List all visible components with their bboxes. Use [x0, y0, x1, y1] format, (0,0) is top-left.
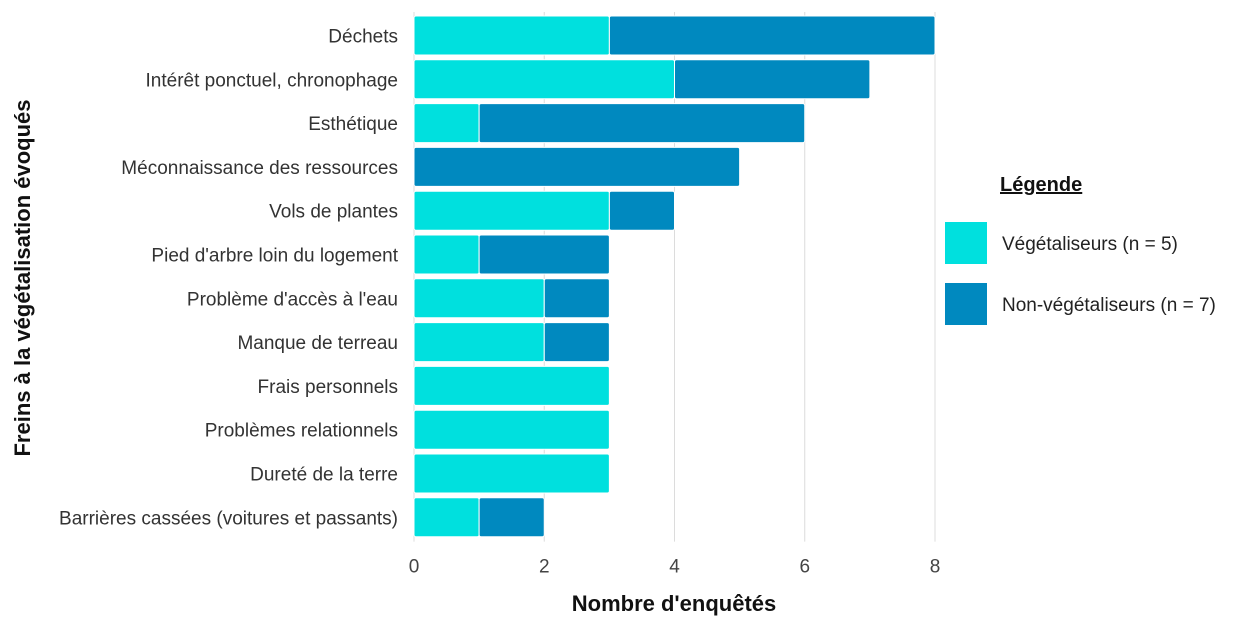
bar-segment: [478, 234, 610, 275]
category-label: Intérêt ponctuel, chronophage: [146, 70, 398, 91]
bar-segment: [608, 15, 936, 56]
category-label: Barrières cassées (voitures et passants): [59, 508, 398, 529]
bar-segment: [413, 146, 741, 187]
legend-label: Végétaliseurs (n = 5): [1002, 234, 1178, 255]
bar-segment: [413, 59, 675, 100]
bars: [413, 15, 936, 538]
category-label: Dureté de la terre: [250, 465, 398, 486]
legend-swatch: [945, 222, 987, 264]
bar-segment: [413, 322, 545, 363]
bar-segment: [413, 103, 480, 144]
category-label: Frais personnels: [258, 377, 398, 398]
x-axis-title: Nombre d'enquêtés: [572, 591, 777, 616]
bar-segment: [413, 15, 610, 56]
category-label: Esthétique: [308, 114, 398, 135]
bar-segment: [413, 234, 480, 275]
category-label: Problèmes relationnels: [205, 421, 398, 442]
category-label: Problème d'accès à l'eau: [187, 289, 398, 310]
legend-label: Non-végétaliseurs (n = 7): [1002, 295, 1216, 316]
category-label: Méconnaissance des ressources: [121, 158, 398, 179]
bar-segment: [478, 497, 545, 538]
category-label: Vols de plantes: [269, 202, 398, 223]
bar-segment: [674, 59, 871, 100]
category-label: Déchets: [328, 27, 398, 48]
category-label: Pied d'arbre loin du logement: [151, 246, 398, 267]
legend-title: Légende: [1000, 174, 1082, 196]
bar-segment: [478, 103, 806, 144]
bar-segment: [413, 453, 610, 494]
x-tick-labels: 0 2 4 6 8: [409, 557, 941, 578]
bar-segment: [413, 278, 545, 319]
x-tick-label: 8: [930, 557, 941, 578]
x-tick-label: 6: [799, 557, 810, 578]
bar-segment: [413, 409, 610, 450]
legend: Légende Végétaliseurs (n = 5) Non-végétal…: [945, 174, 1216, 325]
x-tick-label: 0: [409, 557, 420, 578]
gridlines: [413, 12, 936, 542]
bar-segment: [413, 497, 480, 538]
x-tick-label: 2: [539, 557, 550, 578]
bar-segment: [543, 322, 610, 363]
x-tick-label: 4: [669, 557, 680, 578]
bar-segment: [413, 190, 610, 231]
y-axis-title: Freins à la végétalisation évoqués: [10, 99, 35, 456]
category-labels: Déchets Intérêt ponctuel, chronophage Esth…: [59, 27, 399, 530]
bar-segment: [608, 190, 675, 231]
bar-segment: [413, 365, 610, 406]
category-label: Manque de terreau: [237, 333, 398, 354]
bar-segment: [543, 278, 610, 319]
legend-swatch: [945, 283, 987, 325]
